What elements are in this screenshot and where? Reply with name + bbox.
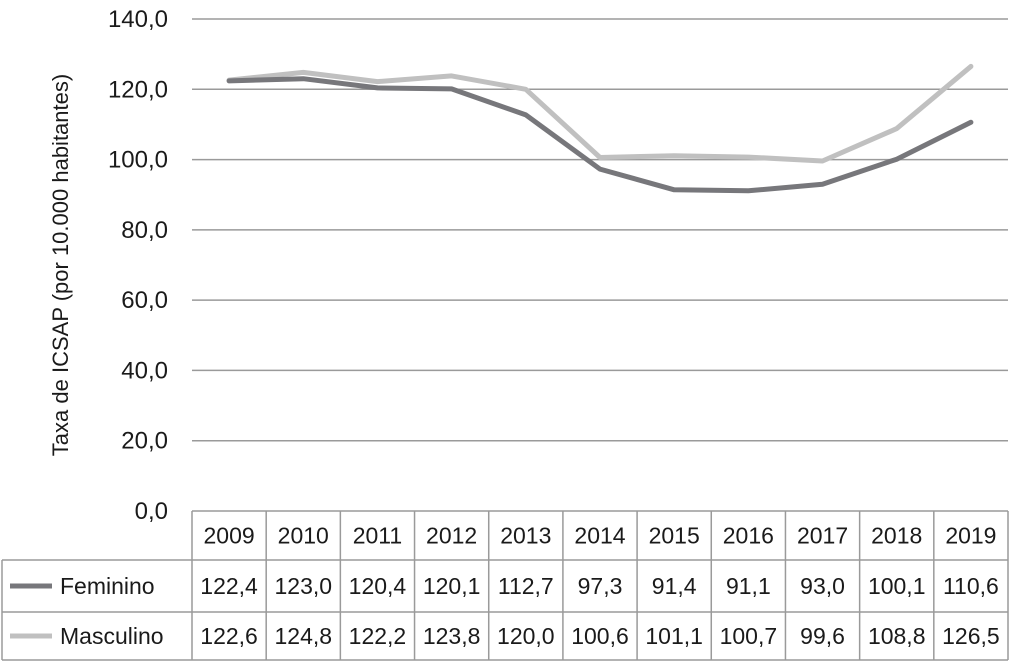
data-label: 112,7	[498, 573, 554, 599]
data-label: 100,7	[720, 623, 778, 649]
data-label: 123,0	[274, 573, 332, 599]
data-label: 91,4	[652, 573, 697, 599]
data-label: 122,2	[349, 623, 407, 649]
data-label: 108,8	[868, 623, 926, 649]
x-tick-label: 2011	[353, 523, 402, 549]
y-tick-label: 100,0	[108, 147, 168, 174]
data-label: 91,1	[726, 573, 771, 599]
data-label: 93,0	[800, 573, 845, 599]
x-tick-label: 2013	[500, 523, 551, 549]
y-tick-label: 60,0	[121, 287, 168, 314]
data-label: 120,0	[497, 623, 555, 649]
y-tick-label: 80,0	[121, 217, 168, 244]
data-label: 124,8	[274, 623, 332, 649]
x-tick-label: 2015	[649, 523, 700, 549]
y-tick-label: 120,0	[108, 76, 168, 103]
series-line-feminino	[226, 76, 974, 194]
data-label: 100,6	[571, 623, 629, 649]
x-tick-label: 2009	[204, 523, 255, 549]
data-label: 120,1	[423, 573, 481, 599]
data-label: 120,4	[349, 573, 407, 599]
data-label: 100,1	[868, 573, 926, 599]
y-tick-label: 140,0	[108, 6, 168, 33]
data-label: 101,1	[645, 623, 703, 649]
data-label: 123,8	[423, 623, 481, 649]
y-axis-title: Taxa de ICSAP (por 10.000 habitantes)	[48, 74, 73, 456]
series-line-masculino	[226, 63, 974, 164]
x-tick-label: 2014	[574, 523, 625, 549]
legend-label: Feminino	[60, 573, 155, 599]
x-tick-label: 2012	[426, 523, 477, 549]
y-tick-label: 40,0	[121, 357, 168, 384]
data-label: 97,3	[578, 573, 623, 599]
x-tick-label: 2017	[797, 523, 848, 549]
x-tick-label: 2010	[278, 523, 329, 549]
y-tick-label: 0,0	[135, 498, 168, 525]
data-label: 99,6	[800, 623, 845, 649]
x-tick-label: 2018	[871, 523, 922, 549]
x-tick-label: 2019	[945, 523, 996, 549]
x-tick-label: 2016	[723, 523, 774, 549]
data-label: 122,4	[200, 573, 258, 599]
legend-label: Masculino	[60, 623, 164, 649]
y-tick-label: 20,0	[121, 428, 168, 455]
data-label: 122,6	[200, 623, 258, 649]
data-label: 126,5	[942, 623, 1000, 649]
data-label: 110,6	[943, 573, 999, 599]
